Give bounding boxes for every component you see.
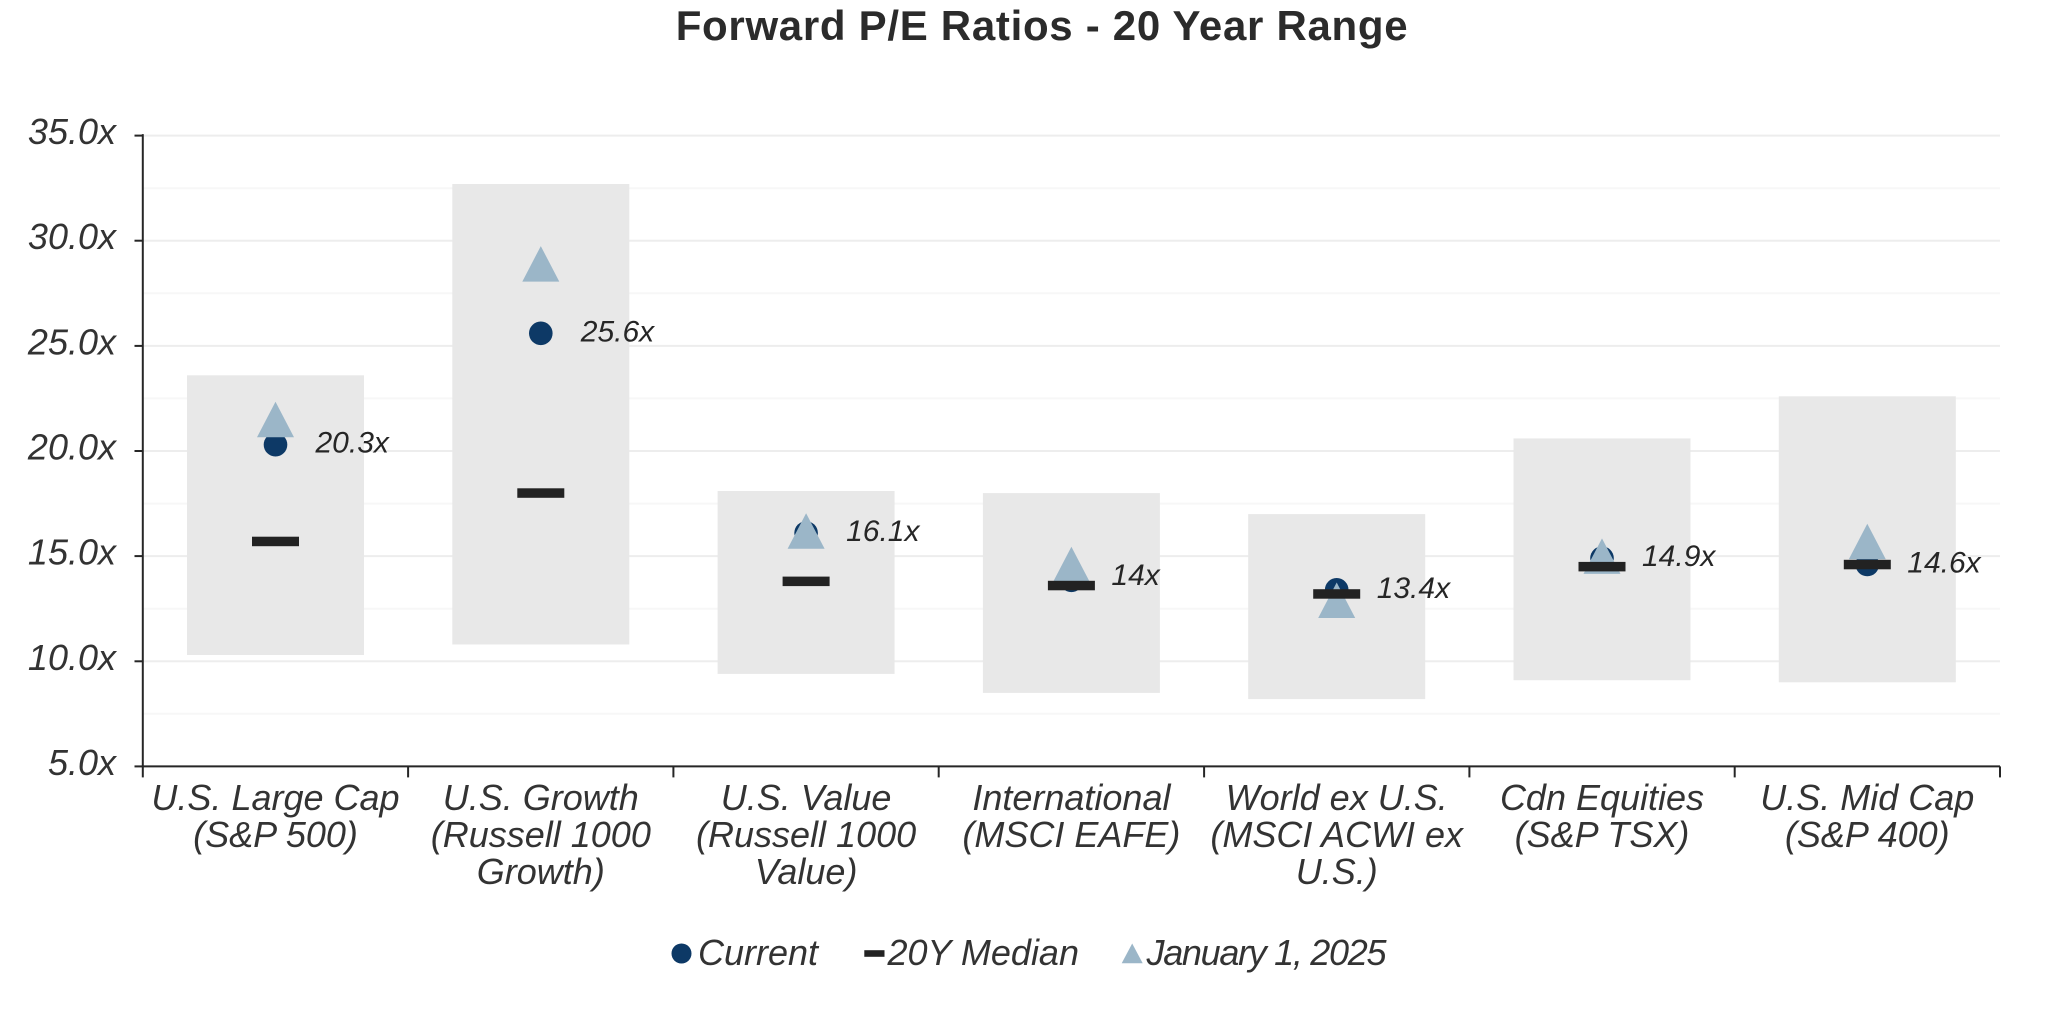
svg-text:14.6x: 14.6x	[1907, 547, 1981, 580]
svg-text:Current: Current	[698, 932, 820, 973]
svg-text:30.0x: 30.0x	[28, 216, 118, 257]
svg-text:U.S. Growth: U.S. Growth	[443, 777, 639, 818]
svg-text:20Y Median: 20Y Median	[887, 932, 1079, 973]
svg-text:(MSCI ACWI ex: (MSCI ACWI ex	[1210, 814, 1465, 855]
svg-text:U.S. Value: U.S. Value	[721, 777, 892, 818]
svg-text:25.0x: 25.0x	[27, 321, 118, 362]
svg-text:20.3x: 20.3x	[315, 427, 390, 460]
svg-text:Cdn Equities: Cdn Equities	[1500, 777, 1704, 818]
svg-text:U.S. Large Cap: U.S. Large Cap	[151, 777, 399, 818]
svg-text:(S&P 400): (S&P 400)	[1785, 814, 1950, 855]
svg-text:(MSCI EAFE): (MSCI EAFE)	[962, 814, 1180, 855]
svg-text:U.S.): U.S.)	[1296, 851, 1378, 892]
svg-text:International: International	[972, 777, 1171, 818]
svg-text:13.4x: 13.4x	[1377, 572, 1451, 605]
svg-text:10.0x: 10.0x	[28, 637, 118, 678]
svg-text:Forward P/E Ratios - 20 Year R: Forward P/E Ratios - 20 Year Range	[676, 2, 1409, 49]
svg-text:14.9x: 14.9x	[1642, 540, 1716, 573]
svg-text:15.0x: 15.0x	[28, 532, 118, 573]
svg-text:(Russell 1000: (Russell 1000	[696, 814, 916, 855]
svg-text:5.0x: 5.0x	[48, 742, 118, 783]
svg-text:35.0x: 35.0x	[28, 111, 118, 152]
svg-text:Value): Value)	[755, 851, 858, 892]
svg-text:(Russell 1000: (Russell 1000	[431, 814, 651, 855]
svg-text:20.0x: 20.0x	[27, 427, 118, 468]
svg-text:14x: 14x	[1111, 559, 1160, 592]
svg-text:January 1, 2025: January 1, 2025	[1146, 932, 1388, 973]
svg-text:16.1x: 16.1x	[846, 515, 920, 548]
svg-text:(S&P TSX): (S&P TSX)	[1515, 814, 1690, 855]
svg-text:(S&P 500): (S&P 500)	[193, 814, 358, 855]
svg-text:25.6x: 25.6x	[580, 315, 655, 348]
svg-text:Growth): Growth)	[477, 851, 605, 892]
svg-text:World ex U.S.: World ex U.S.	[1226, 777, 1448, 818]
svg-text:U.S. Mid Cap: U.S. Mid Cap	[1760, 777, 1974, 818]
